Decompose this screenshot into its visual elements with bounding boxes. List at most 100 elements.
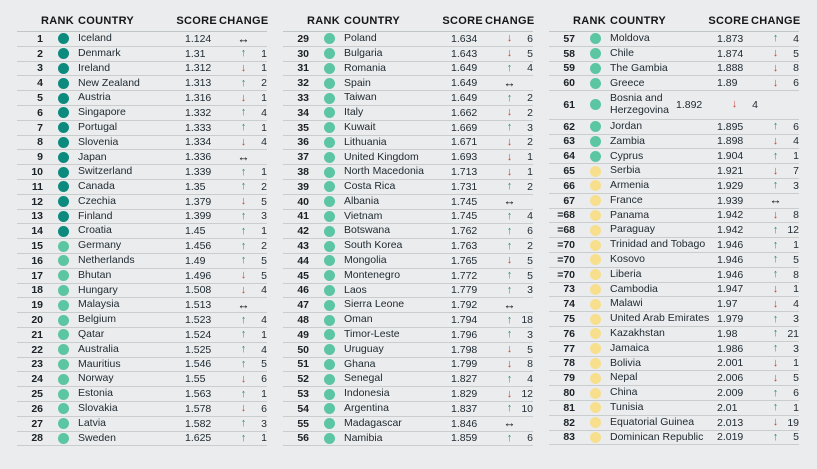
- country-cell: United Arab Emirates: [610, 312, 710, 325]
- table-row: 63 Zambia 1.898 ↓ 4: [549, 135, 799, 150]
- change-value: 1: [261, 166, 267, 179]
- rank-cell: 43: [297, 240, 309, 253]
- score-cell: 1.649: [451, 77, 478, 90]
- country-cell: Romania: [344, 61, 387, 74]
- peace-tier-dot-icon: [324, 122, 335, 134]
- score-cell: 1.765: [451, 254, 478, 267]
- score-cell: 1.643: [451, 47, 478, 60]
- peace-tier-dot-icon: [324, 166, 335, 178]
- table-row: 45 Montenegro 1.772 ↑ 5: [283, 269, 533, 284]
- score-cell: 1.634: [451, 32, 478, 45]
- rank-cell: 42: [297, 225, 309, 238]
- country-cell: Austria: [78, 91, 111, 104]
- down-arrow-icon: ↓: [240, 269, 247, 282]
- table-row: 61 Bosnia and Herzegovina 1.892 ↓ 4: [549, 91, 799, 120]
- score-cell: 1.942: [717, 224, 744, 237]
- peace-tier-dot-icon: [58, 255, 69, 267]
- rank-cell: 51: [297, 358, 309, 371]
- peace-tier-dot-icon: [590, 387, 601, 399]
- rank-cell: =70: [557, 268, 575, 281]
- peace-tier-dot-icon: [58, 240, 69, 252]
- country-cell: Japan: [78, 150, 107, 163]
- rank-cell: 4: [37, 77, 43, 90]
- change-value: 6: [527, 32, 533, 45]
- up-arrow-icon: ↑: [240, 209, 247, 222]
- peace-tier-dot-icon: [590, 269, 601, 281]
- rank-cell: 30: [297, 47, 309, 60]
- down-arrow-icon: ↓: [240, 283, 247, 296]
- table-row: 13 Finland 1.399 ↑ 3: [17, 210, 267, 225]
- peace-tier-dot-icon: [324, 62, 335, 74]
- rank-cell: 59: [563, 62, 575, 75]
- rank-cell: 6: [37, 106, 43, 119]
- peace-tier-dot-icon: [58, 284, 69, 296]
- score-cell: 1.578: [185, 402, 212, 415]
- change-value: 5: [261, 358, 267, 371]
- down-arrow-icon: ↓: [240, 61, 247, 74]
- up-arrow-icon: ↑: [772, 179, 779, 192]
- change-cell: ↑ 1: [769, 150, 799, 162]
- rank-cell: 24: [31, 373, 43, 386]
- peace-tier-dot-icon: [58, 33, 69, 45]
- peace-tier-dot-icon: [590, 254, 601, 266]
- peace-tier-dot-icon: [58, 388, 69, 400]
- peace-tier-dot-icon: [58, 181, 69, 193]
- country-cell: Lithuania: [344, 135, 387, 148]
- change-value: 1: [793, 283, 799, 296]
- country-cell: Sweden: [78, 431, 116, 444]
- change-cell: ↑ 4: [503, 62, 533, 74]
- change-cell: ↑ 3: [769, 343, 799, 355]
- table-row: 79 Nepal 2.006 ↓ 5: [549, 371, 799, 387]
- table-row: 39 Costa Rica 1.731 ↑ 2: [283, 180, 533, 195]
- change-cell: ↑ 4: [237, 314, 267, 326]
- change-value: 4: [527, 373, 533, 386]
- score-cell: 1.794: [451, 314, 478, 327]
- change-cell: ↓ 5: [237, 270, 267, 282]
- peace-tier-dot-icon: [324, 314, 335, 326]
- change-cell: ↑ 6: [769, 387, 799, 399]
- up-arrow-icon: ↑: [506, 313, 513, 326]
- table-row: 4 New Zealand 1.313 ↑ 2: [17, 76, 267, 92]
- change-value: 1: [261, 328, 267, 341]
- peace-tier-dot-icon: [590, 357, 601, 369]
- up-arrow-icon: ↑: [240, 165, 247, 178]
- score-cell: 1.762: [451, 225, 478, 238]
- table-row: 11 Canada 1.35 ↑ 2: [17, 180, 267, 195]
- change-value: 4: [261, 106, 267, 119]
- down-arrow-icon: ↓: [506, 150, 513, 163]
- change-cell: ↑ 5: [503, 270, 533, 282]
- steady-arrow-icon: ↔: [237, 150, 250, 165]
- score-cell: 1.525: [185, 343, 212, 356]
- country-cell: Bhutan: [78, 268, 112, 281]
- change-cell: ↓ 4: [769, 135, 799, 147]
- rank-cell: 28: [31, 432, 43, 445]
- table-row: 49 Timor-Leste 1.796 ↑ 3: [283, 328, 533, 343]
- down-arrow-icon: ↓: [506, 254, 513, 267]
- table-row: 30 Bulgaria 1.643 ↓ 5: [283, 47, 533, 62]
- up-arrow-icon: ↑: [240, 47, 247, 60]
- change-cell: ↑ 5: [769, 431, 799, 443]
- down-arrow-icon: ↓: [506, 165, 513, 178]
- change-column-header: CHANGE: [485, 15, 535, 27]
- country-cell: Malaysia: [78, 298, 120, 311]
- peace-tier-dot-icon: [590, 283, 601, 295]
- peace-tier-dot-icon: [590, 417, 601, 429]
- score-cell: 1.313: [185, 77, 212, 90]
- change-cell: ↓ 2: [503, 136, 533, 148]
- up-arrow-icon: ↑: [772, 312, 779, 325]
- table-row: 76 Kazakhstan 1.98 ↑ 21: [549, 327, 799, 342]
- up-arrow-icon: ↑: [506, 239, 513, 252]
- rank-cell: 74: [563, 298, 575, 311]
- up-arrow-icon: ↑: [772, 268, 779, 281]
- steady-arrow-icon: ↔: [237, 31, 250, 46]
- change-value: 2: [261, 77, 267, 90]
- score-cell: 1.904: [717, 150, 744, 163]
- change-value: 4: [793, 32, 799, 45]
- up-arrow-icon: ↑: [772, 327, 779, 340]
- score-cell: 1.339: [185, 166, 212, 179]
- peace-tier-dot-icon: [58, 92, 69, 104]
- change-cell: ↑ 2: [503, 240, 533, 252]
- rank-cell: 19: [31, 299, 43, 312]
- change-cell: ↑ 1: [237, 48, 267, 60]
- change-cell: ↑ 10: [503, 403, 533, 415]
